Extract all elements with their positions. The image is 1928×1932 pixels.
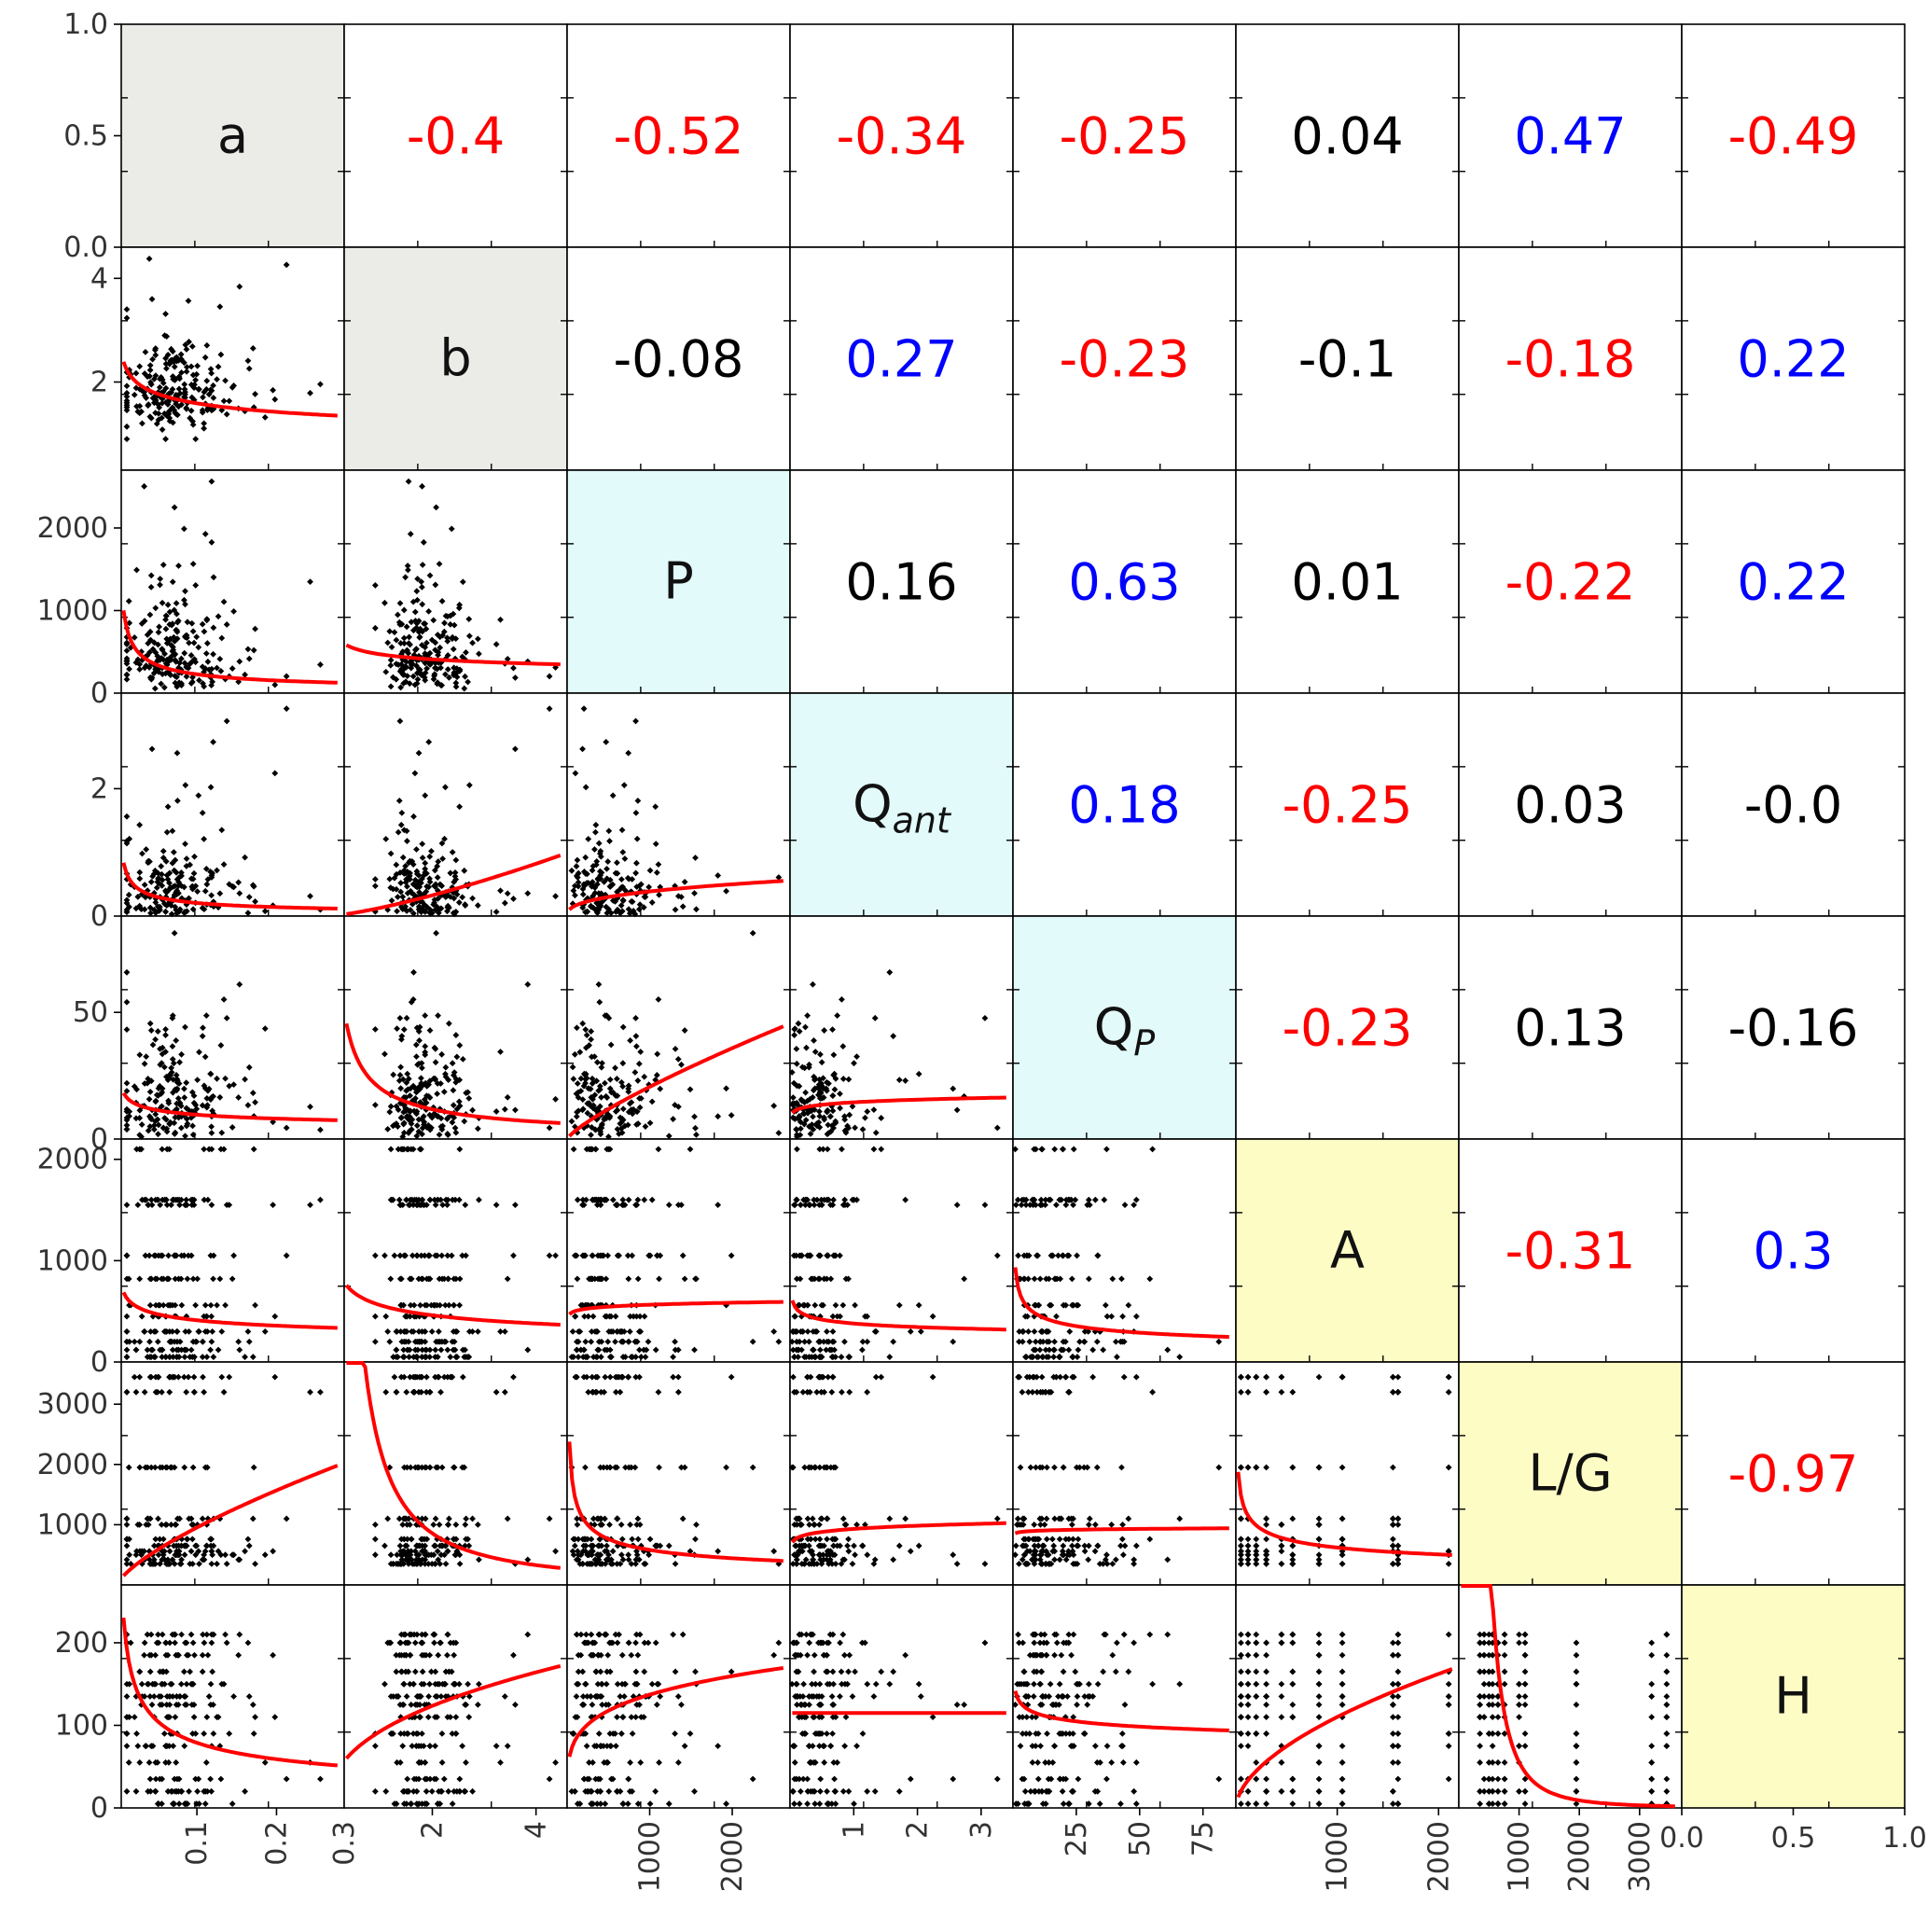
correlation-value: -0.16 (1728, 999, 1859, 1058)
scatter-cell (567, 1139, 790, 1362)
correlation-value: 0.47 (1514, 107, 1626, 166)
correlation-value: -0.25 (1283, 776, 1413, 835)
correlation-value: 0.01 (1291, 553, 1403, 612)
correlation-value: -0.4 (407, 107, 505, 166)
correlation-value: -0.49 (1728, 107, 1859, 166)
correlation-value: 0.22 (1737, 330, 1849, 389)
correlation-value: 0.16 (845, 553, 957, 612)
correlation-value: -0.34 (837, 107, 967, 166)
scatter-cell (1236, 1362, 1459, 1585)
correlation-value: 0.13 (1514, 999, 1626, 1058)
variable-label: H (1774, 1667, 1812, 1726)
correlation-value: -0.25 (1060, 107, 1190, 166)
correlation-value: -0.18 (1505, 330, 1636, 389)
variable-label: b (439, 329, 471, 388)
scatter-cell (567, 1362, 790, 1585)
correlation-value: -0.1 (1298, 330, 1396, 389)
correlation-value: 0.03 (1514, 776, 1626, 835)
correlation-value: 0.18 (1068, 776, 1180, 835)
correlation-value: -0.52 (614, 107, 744, 166)
variable-label: A (1330, 1221, 1365, 1280)
scatter-cell (121, 693, 344, 916)
correlation-value: -0.97 (1728, 1445, 1859, 1504)
correlation-value: -0.23 (1283, 999, 1413, 1058)
scatter-cell (790, 1362, 1013, 1585)
correlation-value: -0.08 (614, 330, 744, 389)
correlation-value: -0.22 (1505, 553, 1636, 612)
scatter-cell (1013, 1139, 1236, 1362)
correlation-value: 0.27 (845, 330, 957, 389)
correlation-value: 0.3 (1754, 1222, 1834, 1281)
scatter-cell (344, 1139, 567, 1362)
correlation-value: 0.22 (1737, 553, 1849, 612)
correlation-value: 0.63 (1068, 553, 1180, 612)
correlation-value: -0.23 (1060, 330, 1190, 389)
correlation-value: 0.04 (1291, 107, 1403, 166)
variable-label: P (663, 552, 694, 611)
variable-label: L/G (1528, 1444, 1612, 1503)
correlation-value: -0.0 (1744, 776, 1842, 835)
correlation-value: -0.31 (1505, 1222, 1636, 1281)
variable-label: a (217, 106, 248, 165)
